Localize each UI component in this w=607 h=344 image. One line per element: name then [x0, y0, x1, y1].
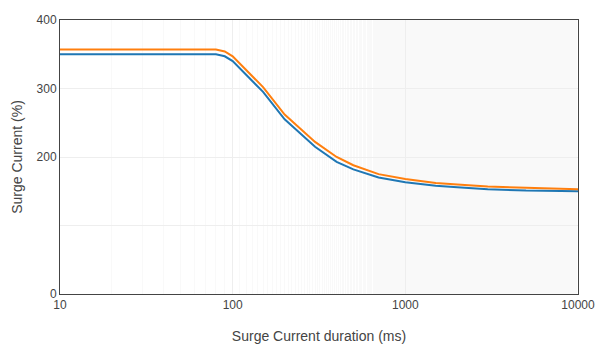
svg-text:200: 200 [37, 150, 57, 164]
svg-text:10: 10 [53, 298, 67, 312]
svg-text:0: 0 [50, 287, 57, 301]
svg-text:10000: 10000 [561, 298, 595, 312]
svg-text:Surge Current (%): Surge Current (%) [9, 100, 25, 214]
svg-text:100: 100 [223, 298, 243, 312]
svg-text:300: 300 [37, 82, 57, 96]
svg-text:400: 400 [37, 13, 57, 27]
svg-text:Surge Current duration (ms): Surge Current duration (ms) [232, 328, 406, 344]
svg-text:1000: 1000 [392, 298, 419, 312]
